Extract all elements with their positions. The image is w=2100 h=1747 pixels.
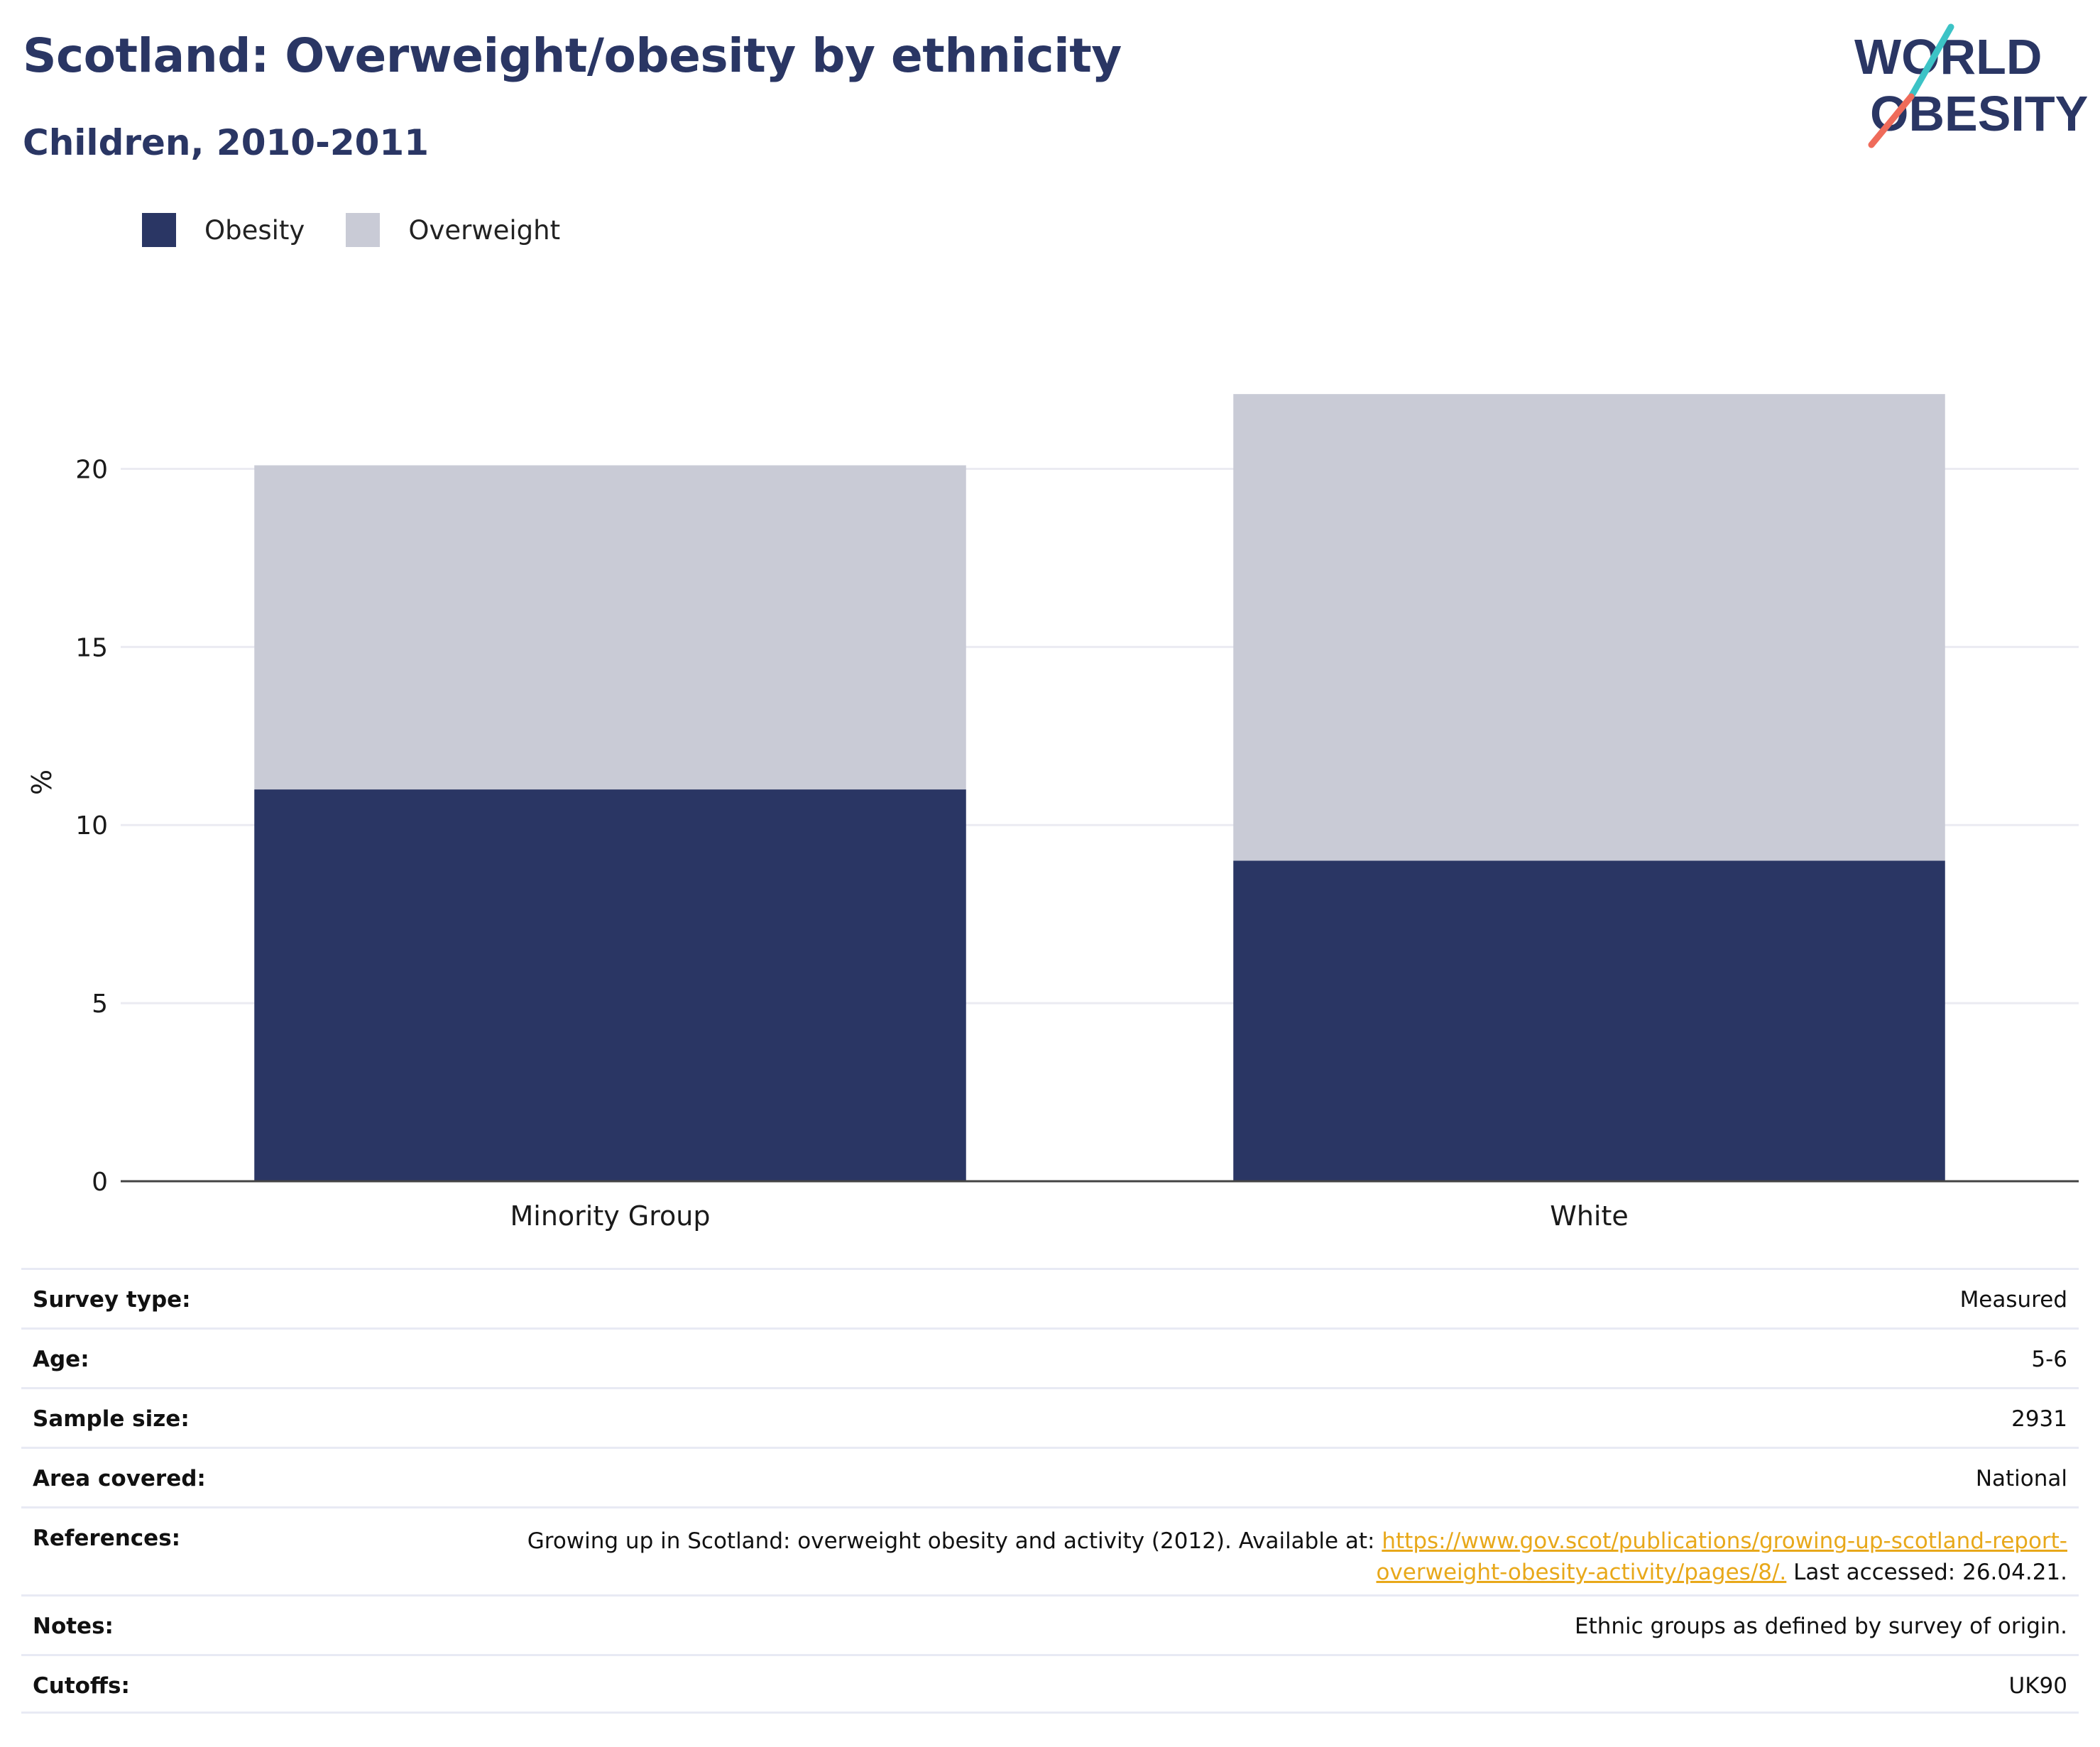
notes-value: Ethnic groups as defined by survey of or… bbox=[1574, 1614, 2067, 1639]
survey-info-table: Survey type: Measured Age: 5-6 Sample si… bbox=[21, 1268, 2079, 1714]
y-axis-title: % bbox=[26, 770, 58, 795]
cutoffs-label: Cutoffs: bbox=[33, 1673, 130, 1699]
x-tick-label: Minority Group bbox=[510, 1200, 710, 1232]
age-label: Age: bbox=[33, 1347, 89, 1372]
references-link[interactable]: https://www.gov.scot/publications/growin… bbox=[1376, 1528, 2068, 1585]
y-tick-label: 20 bbox=[75, 455, 108, 484]
legend-swatch-obesity bbox=[142, 213, 176, 247]
legend-swatch-overweight bbox=[346, 213, 381, 247]
area-value: National bbox=[1975, 1466, 2067, 1491]
y-tick-label: 0 bbox=[92, 1168, 108, 1197]
survey-type-label: Survey type: bbox=[33, 1287, 191, 1313]
bar-overweight-white bbox=[1233, 394, 1945, 861]
logo-slash-top bbox=[1908, 23, 1954, 100]
legend: Obesity Overweight bbox=[142, 210, 601, 250]
info-row-notes: Notes: Ethnic groups as defined by surve… bbox=[21, 1594, 2079, 1654]
info-row-sample-size: Sample size: 2931 bbox=[21, 1387, 2079, 1447]
y-tick-label: 5 bbox=[92, 990, 108, 1019]
stacked-bar-chart: 0 5 10 15 20% Minority Group White bbox=[26, 394, 2079, 1232]
info-row-survey-type: Survey type: Measured bbox=[21, 1268, 2079, 1327]
info-row-references: References: Growing up in Scotland: over… bbox=[21, 1506, 2079, 1594]
cutoffs-value: UK90 bbox=[2008, 1673, 2067, 1699]
logo-slash-bottom bbox=[1868, 93, 1915, 148]
info-row-age: Age: 5-6 bbox=[21, 1327, 2079, 1387]
references-value: Growing up in Scotland: overweight obesi… bbox=[505, 1508, 2067, 1588]
chart-subtitle: Children, 2010-2011 bbox=[23, 122, 429, 163]
references-tail: Last accessed: 26.04.21. bbox=[1793, 1560, 2067, 1585]
survey-type-value: Measured bbox=[1959, 1287, 2067, 1313]
bar-obesity-minority-group bbox=[254, 789, 966, 1181]
bar-overweight-minority-group bbox=[254, 465, 966, 790]
legend-item-obesity[interactable]: Obesity bbox=[142, 213, 305, 247]
age-value: 5-6 bbox=[2031, 1347, 2067, 1372]
info-row-area: Area covered: National bbox=[21, 1447, 2079, 1506]
world-obesity-logo: WORLD OBESITY bbox=[1854, 23, 2087, 148]
logo-line1: WORLD bbox=[1854, 29, 2042, 84]
sample-size-value: 2931 bbox=[2011, 1406, 2067, 1432]
area-label: Area covered: bbox=[33, 1466, 206, 1491]
legend-label-obesity: Obesity bbox=[204, 214, 305, 246]
y-tick-label: 15 bbox=[75, 633, 108, 662]
sample-size-label: Sample size: bbox=[33, 1406, 190, 1432]
references-label: References: bbox=[33, 1526, 181, 1551]
y-tick-label: 10 bbox=[75, 811, 108, 840]
references-text: Growing up in Scotland: overweight obesi… bbox=[527, 1528, 1375, 1554]
legend-item-overweight[interactable]: Overweight bbox=[346, 213, 560, 247]
x-tick-label: White bbox=[1550, 1200, 1629, 1232]
chart-title: Scotland: Overweight/obesity by ethnicit… bbox=[23, 28, 1122, 83]
logo-line2: OBESITY bbox=[1870, 86, 2087, 141]
info-row-cutoffs: Cutoffs: UK90 bbox=[21, 1654, 2079, 1714]
bar-obesity-white bbox=[1233, 860, 1945, 1181]
notes-label: Notes: bbox=[33, 1614, 114, 1639]
legend-label-overweight: Overweight bbox=[408, 214, 561, 246]
